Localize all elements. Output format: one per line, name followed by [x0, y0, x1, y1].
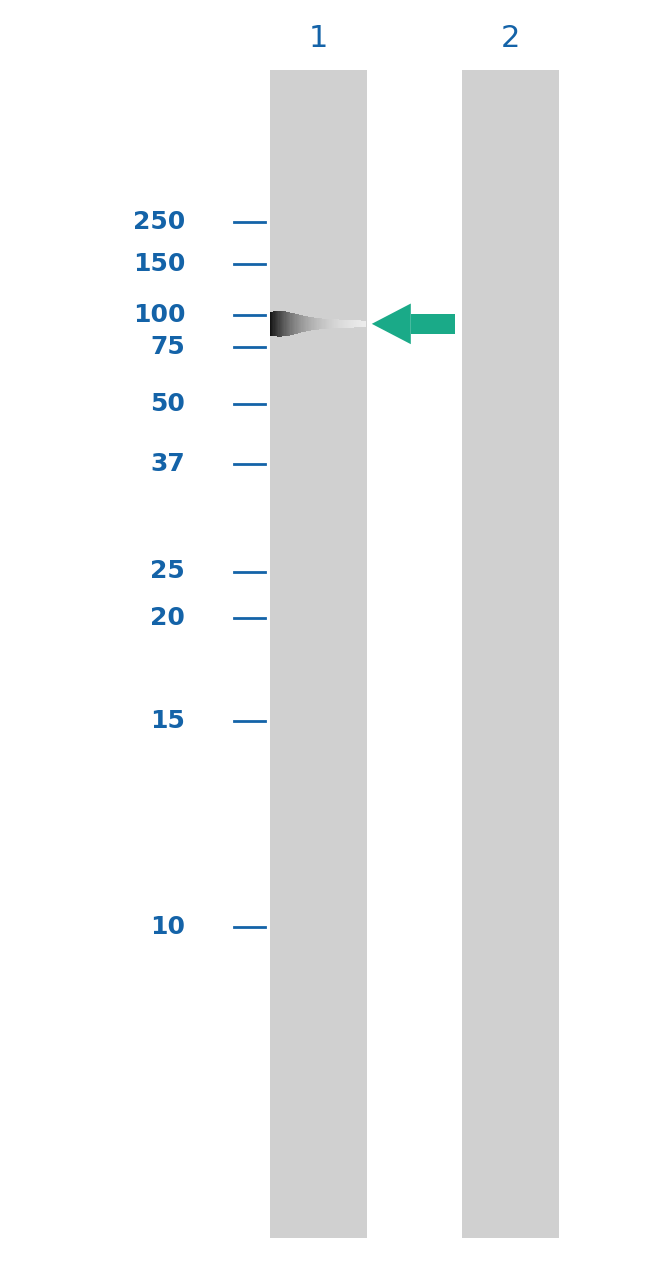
- Bar: [274, 311, 276, 337]
- Bar: [320, 319, 321, 329]
- Bar: [306, 316, 307, 331]
- Bar: [323, 319, 324, 329]
- Text: 75: 75: [151, 335, 185, 358]
- Text: 15: 15: [150, 710, 185, 733]
- Bar: [330, 319, 331, 329]
- Bar: [321, 319, 322, 329]
- Bar: [300, 315, 302, 333]
- Text: 10: 10: [150, 916, 185, 939]
- Bar: [322, 319, 324, 329]
- Text: 50: 50: [150, 392, 185, 415]
- Bar: [295, 314, 296, 334]
- Bar: [271, 311, 272, 337]
- Bar: [318, 319, 320, 329]
- Bar: [287, 312, 288, 335]
- Bar: [339, 320, 341, 328]
- Bar: [341, 320, 342, 328]
- Bar: [291, 312, 292, 335]
- Bar: [299, 315, 300, 333]
- Bar: [309, 316, 310, 331]
- Bar: [270, 70, 367, 1238]
- Bar: [344, 320, 345, 328]
- Bar: [281, 311, 282, 337]
- Bar: [343, 320, 344, 328]
- Bar: [326, 319, 327, 329]
- Text: 20: 20: [150, 607, 185, 630]
- Bar: [361, 320, 362, 328]
- Bar: [276, 311, 277, 337]
- Bar: [303, 315, 304, 333]
- Text: 37: 37: [151, 452, 185, 475]
- Text: 100: 100: [133, 304, 185, 326]
- Bar: [317, 318, 318, 330]
- Bar: [310, 318, 311, 330]
- Bar: [285, 311, 287, 337]
- Bar: [270, 312, 271, 335]
- Bar: [334, 319, 335, 329]
- Bar: [298, 314, 299, 334]
- Bar: [346, 320, 348, 328]
- Bar: [337, 320, 338, 328]
- Bar: [305, 316, 306, 331]
- Text: 250: 250: [133, 211, 185, 234]
- Bar: [296, 314, 298, 334]
- Bar: [411, 314, 455, 334]
- Text: 2: 2: [500, 24, 520, 52]
- Bar: [356, 320, 358, 328]
- Bar: [350, 320, 352, 328]
- Bar: [365, 321, 366, 326]
- Polygon shape: [372, 304, 411, 344]
- Bar: [363, 320, 365, 328]
- Bar: [272, 311, 274, 337]
- Bar: [294, 314, 295, 334]
- Bar: [354, 320, 355, 328]
- Bar: [313, 318, 315, 330]
- Bar: [352, 320, 354, 328]
- Bar: [282, 311, 283, 337]
- Bar: [335, 319, 337, 329]
- Bar: [331, 319, 332, 329]
- Bar: [359, 320, 360, 328]
- Bar: [324, 319, 326, 329]
- Bar: [307, 316, 309, 331]
- Bar: [342, 320, 343, 328]
- Text: 25: 25: [151, 560, 185, 583]
- Bar: [288, 312, 289, 335]
- Bar: [316, 318, 317, 330]
- Bar: [293, 314, 294, 334]
- Bar: [328, 319, 330, 329]
- Bar: [345, 320, 346, 328]
- Bar: [289, 312, 291, 335]
- Bar: [280, 311, 281, 337]
- Bar: [462, 70, 559, 1238]
- Bar: [349, 320, 350, 328]
- Text: 150: 150: [133, 253, 185, 276]
- Bar: [302, 315, 303, 333]
- Bar: [292, 312, 293, 335]
- Bar: [362, 320, 363, 328]
- Text: 1: 1: [309, 24, 328, 52]
- Bar: [355, 320, 356, 328]
- Bar: [358, 320, 359, 328]
- Bar: [283, 311, 285, 337]
- Bar: [327, 319, 328, 329]
- Bar: [311, 318, 313, 330]
- Bar: [315, 318, 316, 330]
- Bar: [304, 316, 305, 331]
- Bar: [332, 319, 333, 329]
- Bar: [338, 320, 339, 328]
- Bar: [360, 320, 361, 328]
- Bar: [333, 319, 334, 329]
- Bar: [277, 311, 278, 337]
- Bar: [348, 320, 349, 328]
- Bar: [278, 311, 280, 337]
